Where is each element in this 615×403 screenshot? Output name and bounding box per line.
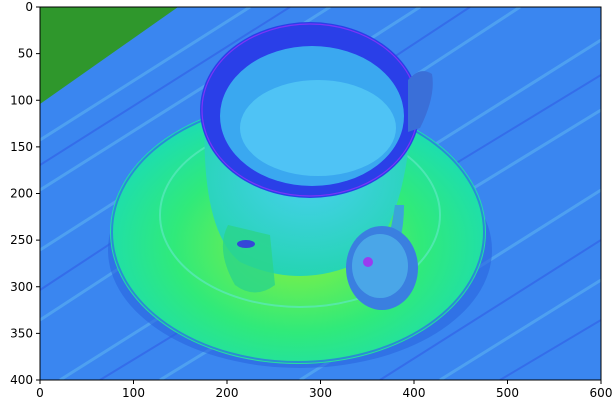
x-tick-label: 100: [122, 386, 145, 400]
spoon-handle-top: [408, 71, 433, 132]
x-tick-label: 300: [309, 386, 332, 400]
y-tick-label: 200: [10, 187, 33, 201]
spoon-bowl-inner: [352, 234, 408, 298]
green-corner: [40, 7, 178, 104]
y-tick-label: 250: [10, 233, 33, 247]
y-tick-label: 100: [10, 93, 33, 107]
y-tick-label: 50: [18, 47, 33, 61]
x-tick-label: 0: [36, 386, 44, 400]
y-tick-label: 400: [10, 373, 33, 387]
x-tick-label: 500: [496, 386, 519, 400]
x-tick-label: 600: [590, 386, 613, 400]
cup-inside-light: [240, 80, 396, 176]
cup-handle-dark: [237, 240, 255, 248]
cup-handle-shadow: [222, 225, 275, 293]
y-axis-ticks: 0 50 100 150 200 250 300 350 400: [10, 0, 40, 387]
spoon-spot: [363, 257, 373, 267]
image-area: [40, 7, 601, 380]
y-tick-label: 350: [10, 326, 33, 340]
y-tick-label: 300: [10, 280, 33, 294]
x-tick-label: 400: [403, 386, 426, 400]
x-tick-label: 200: [216, 386, 239, 400]
x-axis-ticks: 0 100 200 300 400 500 600: [36, 380, 612, 400]
y-tick-label: 150: [10, 140, 33, 154]
y-tick-label: 0: [25, 0, 33, 14]
